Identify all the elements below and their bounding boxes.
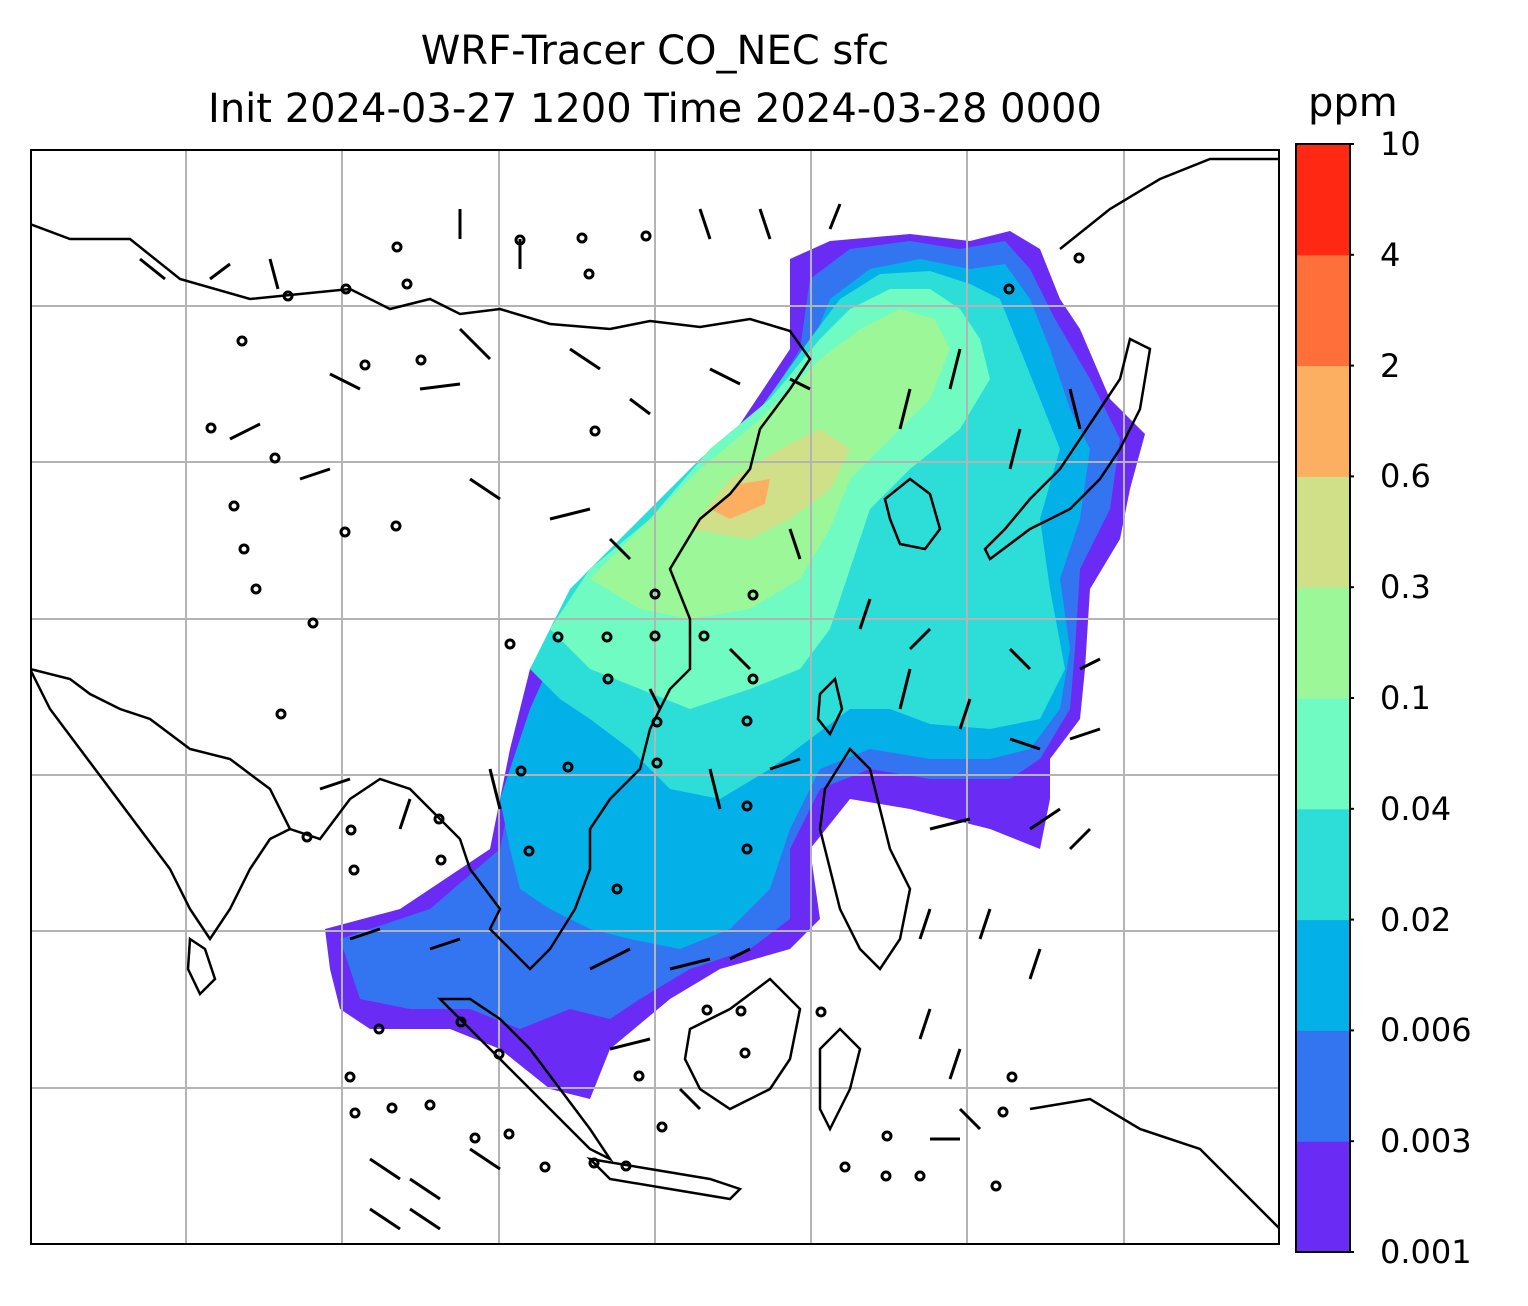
coast-borneo [683,977,802,1111]
coast-korea [883,477,942,551]
coast-newguinea [1029,1097,1280,1230]
colorbar-segment [1296,144,1350,256]
colorbar-tick-label: 2 [1380,346,1401,385]
coast-taiwan [816,676,844,737]
map-border [30,149,1280,1245]
coast-philippines [818,747,912,971]
colorbar-tick-label: 0.1 [1380,679,1431,717]
map-panel [30,149,1280,1245]
coast-java [586,1157,743,1201]
colorbar-segment [1296,919,1350,1031]
calm-circles [205,230,1085,1192]
coast-india [30,668,291,942]
colorbar-segment [1296,254,1350,367]
coast-srilanka [186,936,217,997]
colorbar-tick-label: 0.3 [1380,568,1431,607]
wind-barbs [139,203,1101,1231]
concentration-field [325,231,1145,1099]
coast-sumatra [436,997,614,1163]
colorbar-segment [1296,476,1350,588]
colorbar-segment [1296,698,1350,810]
colorbar-segment [1296,1141,1350,1253]
colorbar-tick-label: 0.001 [1380,1233,1472,1271]
colorbar [1295,143,1354,1253]
colorbar-tick-label: 4 [1380,235,1401,274]
coastlines [30,157,1280,1230]
colorbar-segment [1296,587,1350,699]
colorbar-segment [1296,365,1350,477]
colorbar-tick-label: 10 [1380,125,1421,163]
coast-northeast [1059,157,1280,250]
colorbar-tick-label: 0.02 [1380,900,1452,939]
colorbar-segment [1296,808,1350,921]
colorbar-segment [1296,1030,1350,1142]
map-title-line1: WRF-Tracer CO_NEC sfc [420,28,890,74]
colorbar-tick-label: 0.003 [1380,1122,1472,1161]
gridlines [30,149,1280,1245]
coast-japan [983,337,1152,561]
plume-0.6 [710,479,770,519]
colorbar-tick-label: 0.04 [1380,789,1452,828]
coast-sulawesi [818,1027,862,1132]
colorbar-tick-label: 0.006 [1380,1011,1472,1050]
map-title-line2: Init 2024-03-27 1200 Time 2024-03-28 000… [208,86,1102,132]
colorbar-tick-label: 0.6 [1380,457,1431,496]
coast-mainland [30,222,812,971]
colorbar-unit: ppm [1308,80,1398,126]
